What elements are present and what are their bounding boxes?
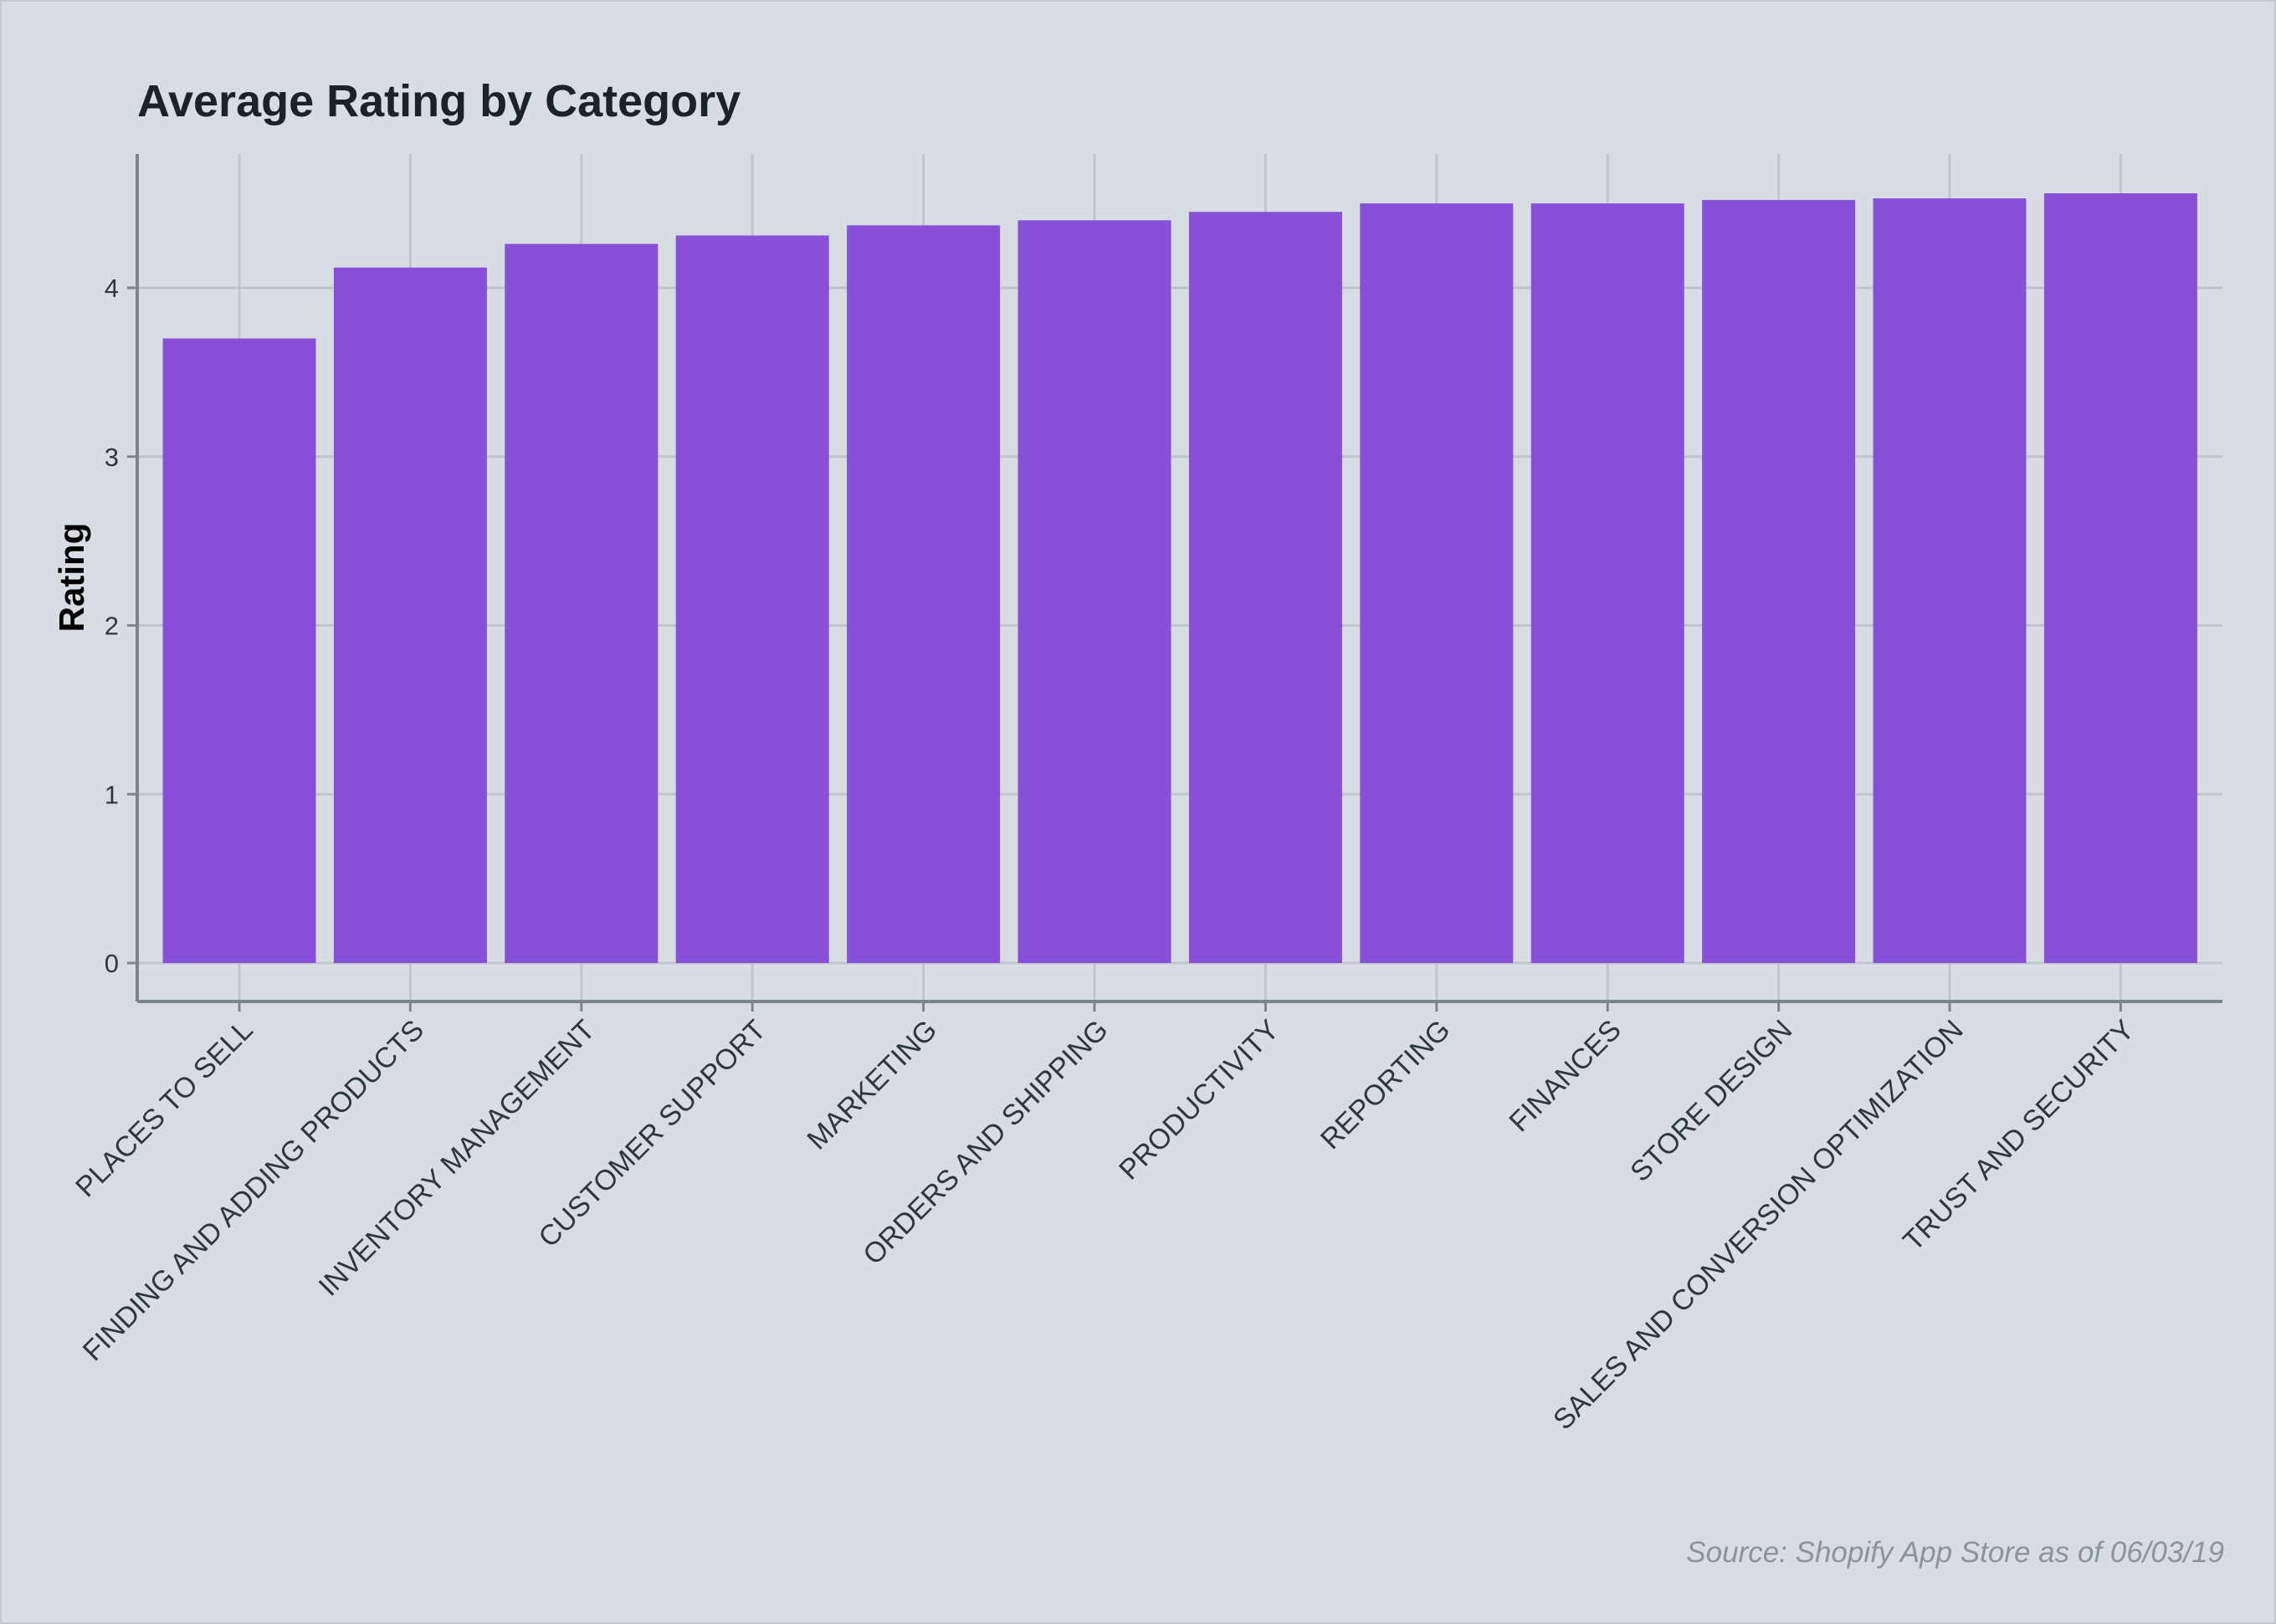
bar <box>1360 203 1514 963</box>
bar <box>1702 200 1856 964</box>
chart-title: Average Rating by Category <box>137 76 741 126</box>
source-note: Source: Shopify App Store as of 06/03/19 <box>1686 1536 2224 1569</box>
x-tick-label: PLACES TO SELL <box>69 1014 259 1203</box>
bar <box>1188 212 1342 963</box>
bar <box>1530 203 1684 963</box>
y-tick-label: 4 <box>105 274 119 303</box>
bar <box>333 267 487 963</box>
bar <box>1018 220 1171 963</box>
x-tick-label: PRODUCTIVITY <box>1113 1014 1285 1186</box>
x-tick-label: MARKETING <box>801 1014 943 1156</box>
bars-layer <box>162 193 2197 964</box>
bar <box>162 338 316 963</box>
y-tick-label: 3 <box>105 443 119 472</box>
x-tick-label: STORE DESIGN <box>1624 1014 1798 1188</box>
bar <box>2043 193 2197 963</box>
y-tick-labels: 0 1 2 3 4 <box>105 274 137 978</box>
y-tick-label: 0 <box>105 949 119 978</box>
axes-layer <box>136 154 2222 1003</box>
y-axis-title: Rating <box>52 523 91 633</box>
bar <box>1873 198 2027 963</box>
y-tick-label: 2 <box>105 612 119 641</box>
bar <box>675 235 829 963</box>
bar <box>847 225 1001 963</box>
x-tick-label: FINANCES <box>1503 1014 1627 1138</box>
x-tick-label: REPORTING <box>1315 1014 1456 1155</box>
x-tick-label: FINDING AND ADDING PRODUCTS <box>77 1014 430 1367</box>
y-tick-label: 1 <box>105 780 119 809</box>
x-tick-label: INVENTORY MANAGEMENT <box>313 1014 602 1303</box>
bar <box>505 243 659 963</box>
